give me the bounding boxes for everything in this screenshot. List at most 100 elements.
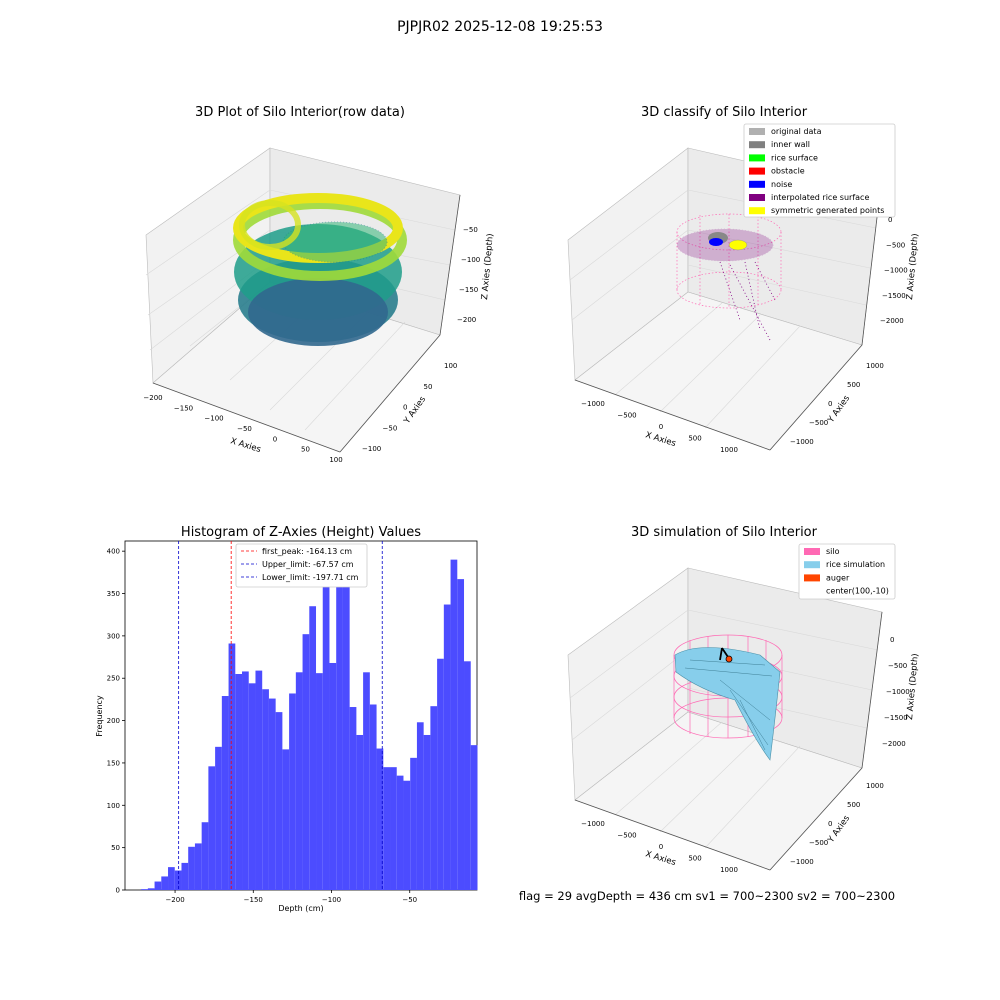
chart-histogram: Histogram of Z-Axies (Height) Values −20… [95,525,478,913]
data-points-raw [233,193,407,346]
y-tick-labels: −100 −50 0 50 100 [362,362,457,453]
x-tick-label: 100 [329,456,342,464]
histogram-bar [208,766,216,890]
histogram-bar [248,683,256,890]
interpolated-surface-points [676,228,776,341]
legend-swatch [804,574,820,582]
histogram-bar [242,671,249,890]
y-tick-labels: 0 50 100 150 200 250 300 350 400 [107,548,125,895]
z-tick-label: −1000 [884,267,908,275]
x-axis-label: X Axies [644,430,677,449]
z-tick-labels: 0 −500 −1000 −1500 −2000 [880,216,908,325]
legend-label: silo [826,547,840,556]
y-tick-label: 50 [111,844,120,852]
y-tick-label: 0 [828,820,832,828]
y-tick-labels: −1000 −500 0 500 1000 [790,782,884,866]
x-tick-label: −150 [244,896,263,904]
symmetric-points [728,239,748,251]
y-tick-label: 0 [116,887,120,895]
histogram-bar [141,889,148,890]
histogram-bar [228,643,236,890]
y-tick-label: 50 [424,383,433,391]
histogram-bar [470,745,478,890]
histogram-bar [221,696,229,890]
x-tick-labels: −1000 −500 0 500 1000 [581,400,738,454]
histogram-bar [154,881,162,890]
z-tick-label: −1500 [882,292,906,300]
histogram-bar [235,673,243,890]
z-tick-label: −100 [461,256,480,264]
y-axis-label: Frequency [95,695,104,737]
y-tick-label: 100 [444,362,457,370]
rice-surface-pattern [282,221,388,263]
legend-swatch [749,194,765,201]
y-tick-label: 300 [107,632,120,640]
legend-label: first_peak: -164.13 cm [262,547,352,556]
histogram-bar [376,748,384,890]
histogram-bars [141,551,478,890]
x-tick-label: −200 [143,394,162,402]
z-axis-label: Z Axies (Depth) [480,233,496,300]
x-axis-label: Depth (cm) [278,904,323,913]
auger-line [719,647,723,661]
histogram-bar [289,693,296,890]
histogram-bar [147,888,155,890]
rice-surface [674,647,781,761]
x-tick-label: 0 [659,843,663,851]
x-axis-label: X Axies [229,436,262,455]
noise-points [709,238,723,246]
histogram-bar [390,767,397,890]
legend-label: rice simulation [826,560,885,569]
status-footer: flag = 29 avgDepth = 436 cm sv1 = 700~23… [519,889,895,903]
z-tick-labels: 0 −500 −1000 −1500 −2000 [882,636,910,748]
y-tick-label: 100 [107,802,120,810]
histogram-bar [329,662,337,890]
histogram-bar [302,634,310,890]
legend-label: Upper_limit: -67.57 cm [262,560,354,569]
histogram-bar [255,670,263,890]
y-tick-label: −1000 [790,858,814,866]
histogram-bar [336,551,343,890]
z-tick-labels: −50 −100 −150 −200 [457,226,480,324]
axes-3d-box [567,567,883,871]
y-tick-label: 150 [107,759,120,767]
figure-title: PJPJR02 2025-12-08 19:25:53 [397,19,603,35]
y-tick-label: −100 [362,445,381,453]
y-tick-label: 250 [107,675,120,683]
x-tick-label: 0 [659,423,663,431]
rice-surface-mesh [674,647,781,761]
y-tick-label: 1000 [866,362,884,370]
legend: silo rice simulation auger center(100,-10) [798,543,896,600]
histogram-bar [268,698,276,890]
z-tick-label: 0 [888,216,892,224]
silo-ring-lower [248,278,388,346]
z-tick-label: −500 [886,241,905,249]
y-tick-label: 400 [107,548,120,556]
histogram-bar [383,767,391,890]
z-tick-label: −1500 [884,714,908,722]
y-tick-label: −500 [809,839,828,847]
x-tick-label: −500 [617,832,636,840]
yellow-arc [239,200,301,250]
histogram-bar [356,734,364,890]
chart-title: 3D classify of Silo Interior [641,105,808,120]
histogram-bar [410,757,417,890]
legend-label: rice surface [771,153,818,162]
chart-title: 3D Plot of Silo Interior(row data) [195,105,405,120]
histogram-bar [194,843,202,890]
legend-swatch [749,128,765,135]
y-tick-label: −1000 [790,438,814,446]
legend-label: inner wall [771,140,810,149]
legend-swatch [749,207,765,215]
y-tick-label: −50 [383,424,398,432]
histogram-bar [201,822,209,890]
z-tick-label: −2000 [880,317,904,325]
histogram-bar [363,672,370,890]
legend-label: noise [771,180,792,189]
histogram-bar [181,862,189,890]
chart-title: Histogram of Z-Axies (Height) Values [181,525,421,540]
z-tick-label: −200 [457,316,476,324]
chart-raw-scatter: 3D Plot of Silo Interior(row data) [143,105,495,464]
x-tick-label: 1000 [720,446,738,454]
z-tick-label: −50 [463,226,478,234]
